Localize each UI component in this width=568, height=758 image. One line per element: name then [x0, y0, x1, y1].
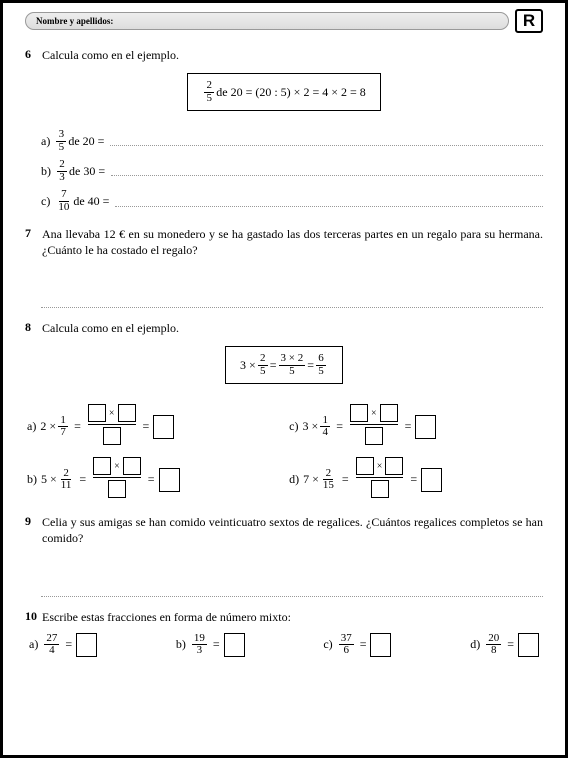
problem-text: Calcula como en el ejemplo.	[42, 320, 543, 336]
answer-box[interactable]	[370, 633, 391, 657]
name-field[interactable]: Nombre y apellidos:	[25, 12, 509, 30]
answer-box[interactable]	[356, 457, 374, 475]
example-box: 25 de 20 = (20 : 5) × 2 = 4 × 2 = 8	[187, 73, 381, 111]
example-box: 3 × 25 = 3 × 25 = 65	[225, 346, 343, 384]
answer-box[interactable]	[153, 415, 174, 439]
answer-line[interactable]	[115, 197, 543, 207]
problem-number: 8	[25, 320, 37, 335]
problem-number: 10	[25, 609, 37, 624]
answer-line[interactable]	[110, 136, 543, 146]
equation-item: b)5 × 211 = × =	[27, 457, 279, 502]
answer-line[interactable]	[41, 585, 543, 597]
equation-item: d)7 × 215 = × =	[289, 457, 541, 502]
level-badge: R	[515, 9, 543, 33]
problem-text: Escribe estas fracciones en forma de núm…	[42, 609, 543, 625]
answer-box[interactable]	[88, 404, 106, 422]
problem-number: 7	[25, 226, 37, 241]
answer-box[interactable]	[365, 427, 383, 445]
answer-box[interactable]	[103, 427, 121, 445]
answer-box[interactable]	[108, 480, 126, 498]
answer-box[interactable]	[123, 457, 141, 475]
answer-box[interactable]	[224, 633, 245, 657]
worksheet-header: Nombre y apellidos: R	[25, 9, 543, 33]
problem-6: 6 Calcula como en el ejemplo. 25 de 20 =…	[25, 47, 543, 214]
answer-box[interactable]	[350, 404, 368, 422]
answer-box[interactable]	[518, 633, 539, 657]
problem-number: 9	[25, 514, 37, 529]
answer-box[interactable]	[385, 457, 403, 475]
sub-item: c) 710 de 40 =	[41, 189, 543, 213]
problem-number: 6	[25, 47, 37, 62]
answer-line[interactable]	[41, 296, 543, 308]
problem-7: 7 Ana llevaba 12 € en su monedero y se h…	[25, 226, 543, 308]
answer-box[interactable]	[421, 468, 442, 492]
answer-box[interactable]	[159, 468, 180, 492]
sub-item: b) 23 de 30 =	[41, 159, 543, 183]
problem-text: Ana llevaba 12 € en su monedero y se ha …	[42, 226, 543, 258]
problem-text: Celia y sus amigas se han comido veintic…	[42, 514, 543, 546]
fraction-item: b) 193 =	[176, 633, 245, 657]
answer-box[interactable]	[76, 633, 97, 657]
problem-9: 9 Celia y sus amigas se han comido veint…	[25, 514, 543, 596]
fraction-item: d) 208 =	[470, 633, 539, 657]
fraction-item: a) 274 =	[29, 633, 97, 657]
problem-10: 10 Escribe estas fracciones en forma de …	[25, 609, 543, 657]
answer-box[interactable]	[93, 457, 111, 475]
answer-box[interactable]	[118, 404, 136, 422]
sub-item: a) 35 de 20 =	[41, 129, 543, 153]
fraction-item: c) 376 =	[323, 633, 391, 657]
equation-item: a)2 × 17 = × =	[27, 404, 279, 449]
equation-item: c)3 × 14 = × =	[289, 404, 541, 449]
problem-text: Calcula como en el ejemplo.	[42, 47, 543, 63]
answer-box[interactable]	[415, 415, 436, 439]
problem-8: 8 Calcula como en el ejemplo. 3 × 25 = 3…	[25, 320, 543, 502]
answer-line[interactable]	[111, 166, 543, 176]
answer-box[interactable]	[371, 480, 389, 498]
answer-box[interactable]	[380, 404, 398, 422]
